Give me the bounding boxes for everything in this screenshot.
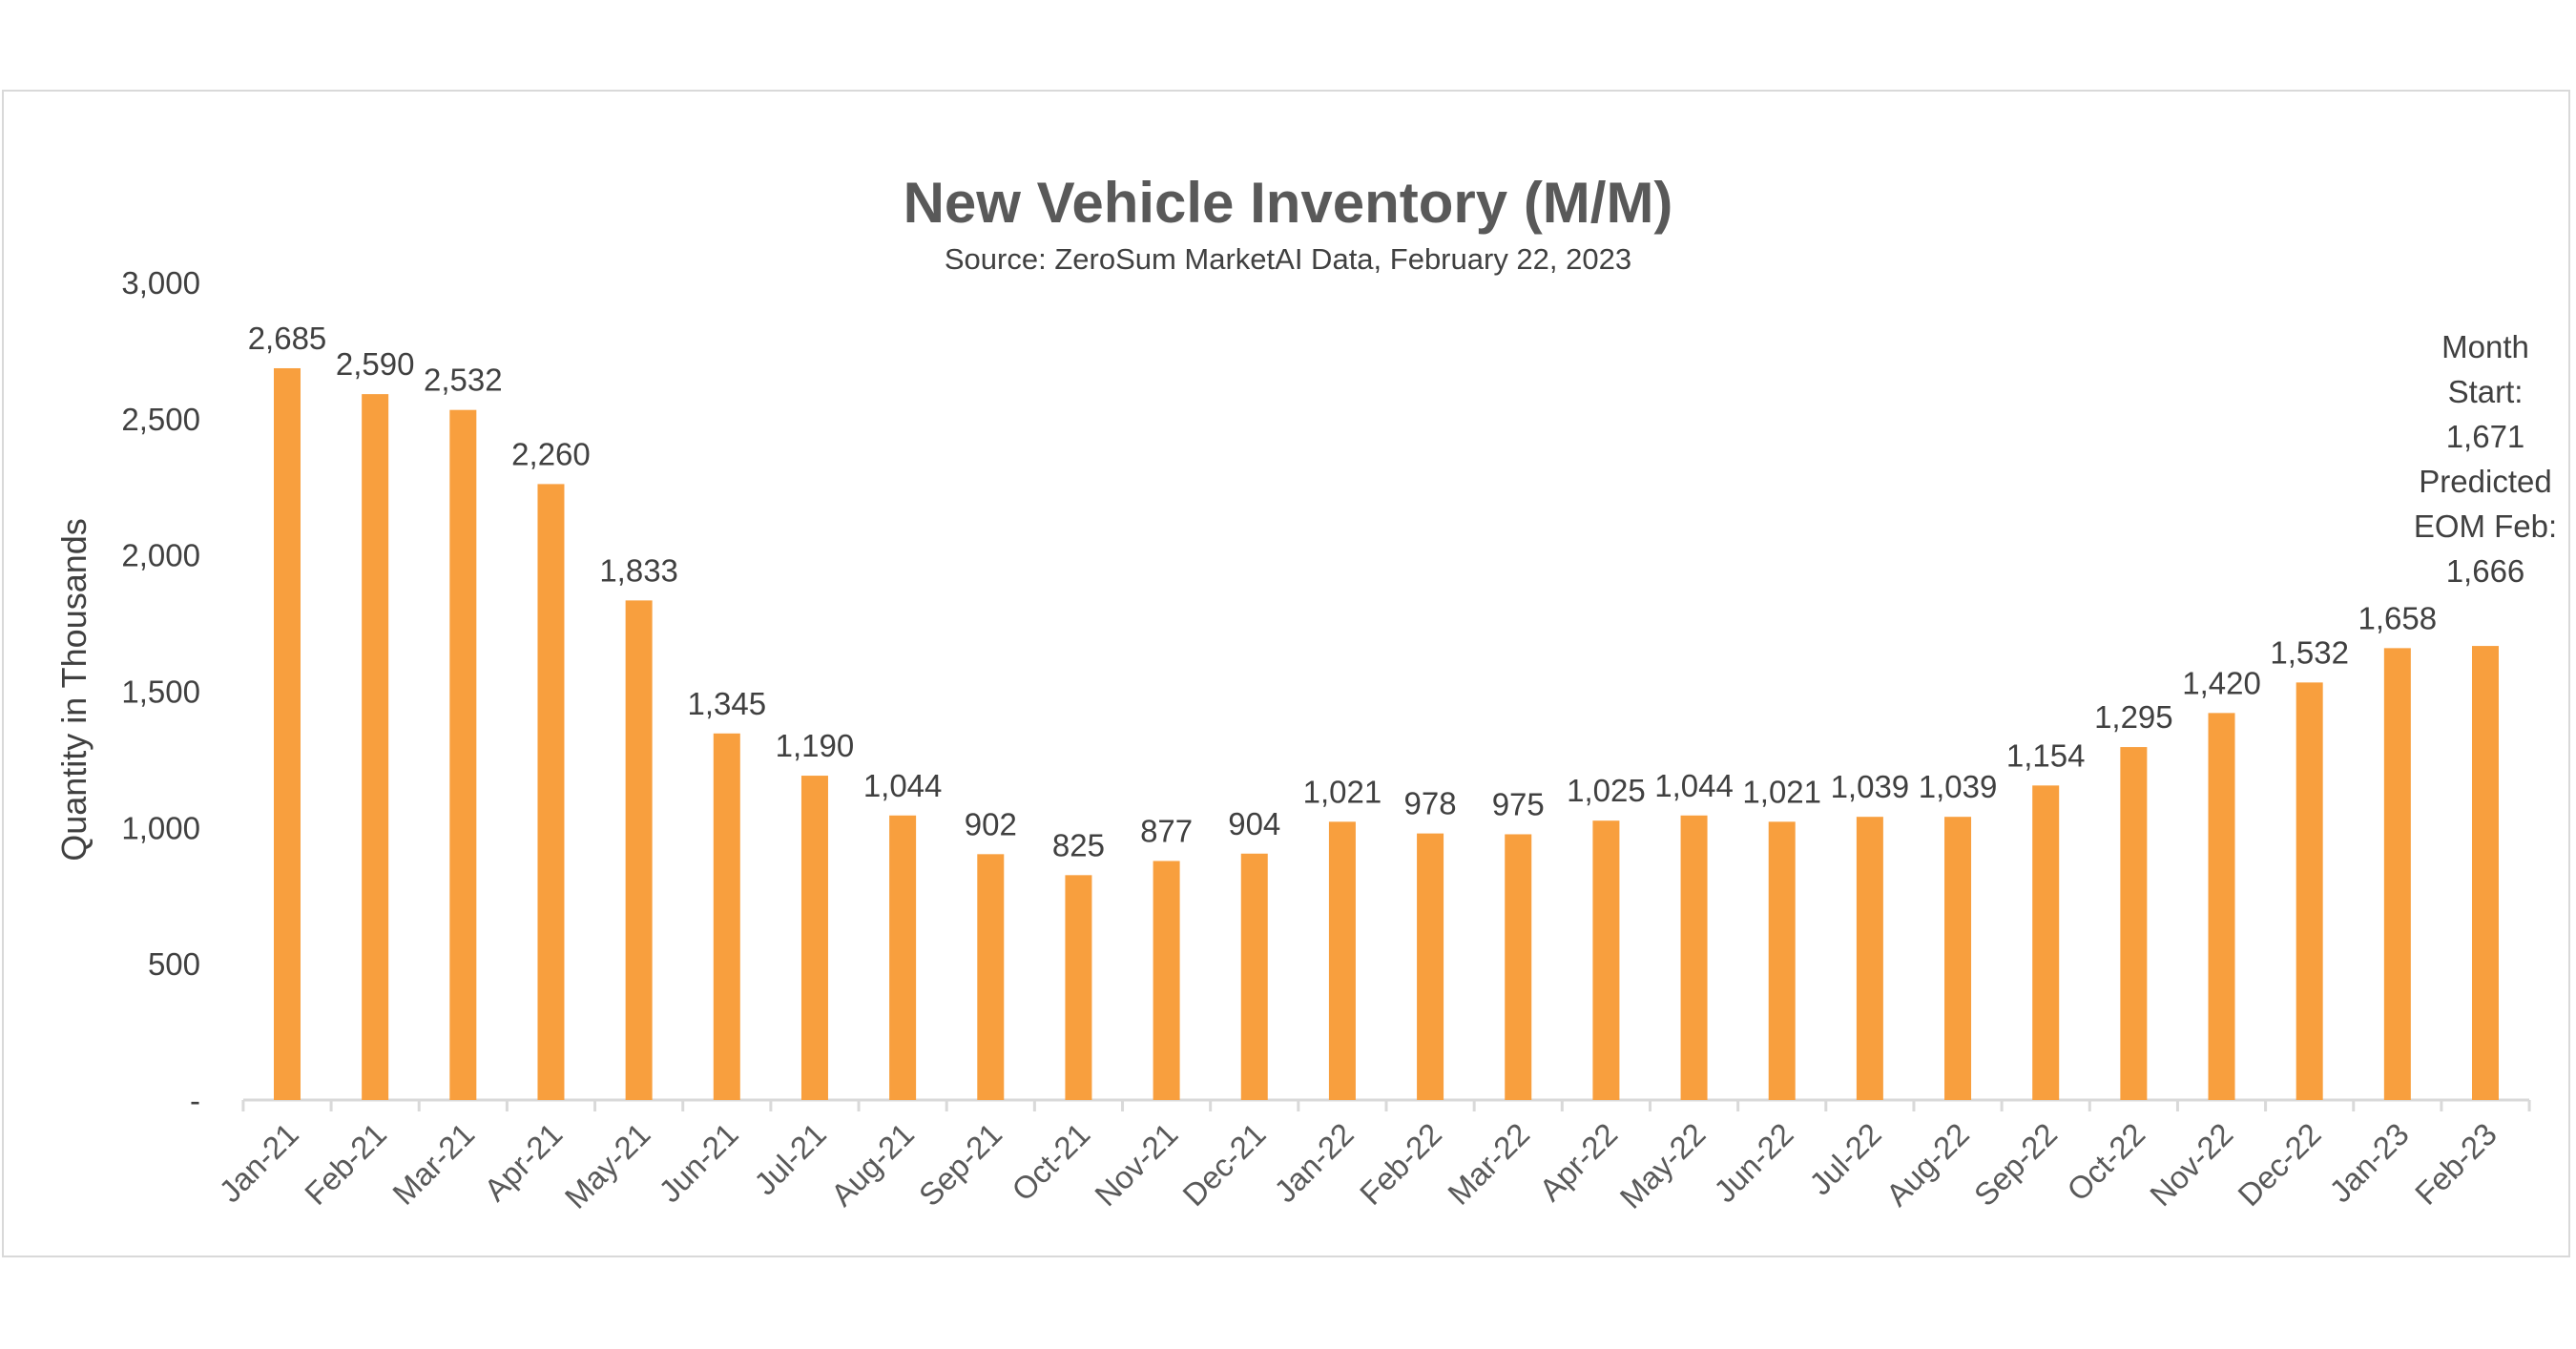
annotation-line: Start: [2447, 374, 2524, 409]
x-tick-label: Oct-22 [2060, 1116, 2151, 1208]
x-tick-label: Feb-23 [2408, 1116, 2503, 1212]
bar [1153, 861, 1180, 1100]
data-label: 2,685 [248, 321, 327, 356]
bar [1768, 821, 1796, 1100]
data-label: 978 [1404, 786, 1457, 821]
bar [362, 394, 389, 1101]
data-label: 1,154 [2006, 737, 2086, 773]
data-label: 2,260 [511, 436, 591, 471]
bar [713, 733, 740, 1100]
x-tick-label: Sep-22 [1967, 1116, 2064, 1213]
bar [889, 815, 917, 1100]
data-label: 975 [1492, 786, 1545, 821]
bar [449, 409, 477, 1100]
data-label: 1,420 [2182, 665, 2261, 700]
x-tick-label: Sep-21 [912, 1116, 1008, 1213]
x-tick-label: Jun-21 [652, 1116, 745, 1210]
data-label: 904 [1228, 806, 1280, 841]
data-label: 1,021 [1742, 774, 1821, 809]
chart-frame [2, 90, 2570, 1257]
x-tick-label: Apr-21 [477, 1116, 569, 1208]
x-tick-label: Oct-21 [1005, 1116, 1096, 1208]
x-tick-label: Nov-21 [1088, 1116, 1184, 1213]
bar [1328, 821, 1356, 1100]
bar [2032, 785, 2060, 1100]
bar [537, 484, 565, 1101]
x-tick-label: Jan-23 [2322, 1116, 2416, 1210]
data-label: 1,039 [1831, 769, 1910, 804]
annotation-line: EOM Feb: [2413, 508, 2558, 544]
data-label: 1,345 [688, 686, 767, 721]
bar [1680, 815, 1708, 1100]
data-label: 1,658 [2358, 600, 2438, 635]
x-tick-label: May-22 [1613, 1116, 1713, 1215]
x-tick-label: Jul-22 [1802, 1116, 1888, 1202]
data-label: 877 [1140, 813, 1193, 848]
bar [800, 776, 828, 1100]
bar [1944, 817, 1972, 1100]
data-label: 1,039 [1919, 769, 1998, 804]
y-tick-label: 2,500 [121, 402, 200, 437]
data-label: 1,532 [2270, 634, 2349, 670]
bar [977, 854, 1005, 1100]
x-tick-label: Apr-22 [1532, 1116, 1624, 1208]
x-tick-label: Nov-22 [2143, 1116, 2239, 1213]
x-tick-label: May-21 [558, 1116, 657, 1215]
bar [2296, 682, 2323, 1100]
chart-title: New Vehicle Inventory (M/M) [903, 171, 1673, 235]
annotation-line: Month [2441, 329, 2529, 364]
data-label: 2,532 [424, 363, 503, 398]
chart-subtitle: Source: ZeroSum MarketAI Data, February … [944, 242, 1632, 276]
bar [1417, 833, 1444, 1100]
x-tick-label: Jan-22 [1267, 1116, 1361, 1210]
x-tick-label: Mar-21 [385, 1116, 481, 1212]
x-tick-label: Feb-22 [1353, 1116, 1448, 1212]
bar [1065, 875, 1092, 1100]
feb-23-annotation: Month Start: 1,671 Predicted EOM Feb: 1,… [2414, 324, 2557, 593]
data-label: 1,021 [1303, 774, 1382, 809]
data-label: 1,833 [599, 552, 678, 588]
x-tick-label: Jan-21 [212, 1116, 305, 1210]
data-label: 1,295 [2094, 699, 2173, 735]
data-label: 1,044 [863, 768, 943, 803]
data-label: 1,044 [1654, 768, 1734, 803]
annotation-line: 1,671 [2445, 419, 2525, 454]
data-label: 825 [1052, 827, 1105, 862]
annotation-line: 1,666 [2445, 553, 2525, 589]
bar [274, 367, 301, 1100]
annotation-line: Predicted [2419, 464, 2552, 499]
y-tick-label: 1,500 [121, 674, 200, 710]
bar [1856, 817, 1883, 1100]
x-tick-label: Feb-21 [298, 1116, 393, 1212]
y-tick-label: 3,000 [121, 265, 200, 301]
bar [2383, 648, 2411, 1100]
x-tick-label: Aug-21 [824, 1116, 921, 1213]
data-label: 1,190 [776, 728, 855, 763]
x-tick-label: Dec-21 [1175, 1116, 1272, 1213]
bar [625, 600, 653, 1100]
x-tick-label: Jun-22 [1707, 1116, 1800, 1210]
y-tick-label: 1,000 [121, 810, 200, 845]
x-tick-label: Aug-22 [1880, 1116, 1976, 1213]
bar [2472, 646, 2499, 1100]
bar [1505, 834, 1532, 1100]
data-label: 902 [965, 806, 1017, 841]
data-label: 1,025 [1567, 773, 1646, 808]
y-tick-label: 2,000 [121, 538, 200, 573]
bar [1240, 853, 1268, 1100]
x-tick-label: Dec-22 [2231, 1116, 2327, 1213]
x-tick-label: Mar-22 [1441, 1116, 1536, 1212]
x-tick-label: Jul-21 [747, 1116, 833, 1202]
data-label: 2,590 [336, 346, 415, 382]
bar [1592, 820, 1620, 1100]
y-tick-label: - [190, 1083, 200, 1118]
bar [2208, 713, 2235, 1100]
bar [2120, 747, 2148, 1100]
y-tick-label: 500 [148, 946, 200, 982]
